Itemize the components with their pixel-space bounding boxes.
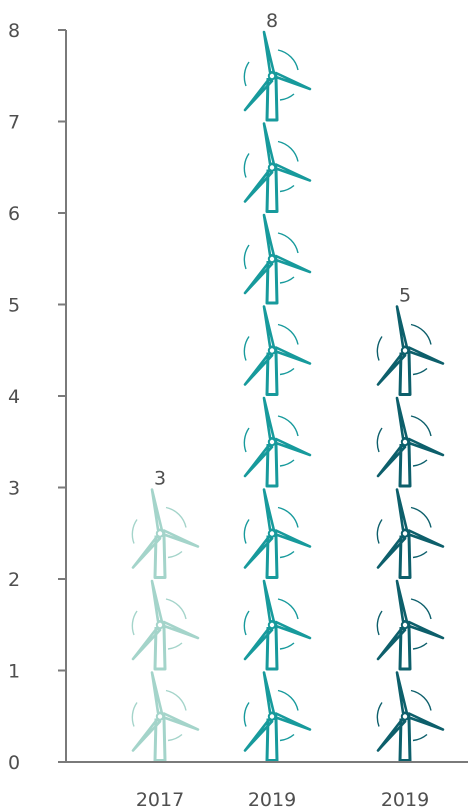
wind-turbine-icon bbox=[130, 579, 200, 671]
value-label: 8 bbox=[266, 10, 278, 32]
wind-turbine-icon bbox=[375, 671, 445, 762]
wind-turbine-icon bbox=[242, 579, 312, 671]
wind-turbine-icon bbox=[242, 396, 312, 488]
y-tick-label: 7 bbox=[8, 112, 20, 134]
y-tick-label: 1 bbox=[8, 661, 20, 683]
wind-turbine-icon bbox=[242, 671, 312, 762]
y-tick-label: 6 bbox=[8, 203, 20, 225]
wind-turbine-icon bbox=[242, 30, 312, 122]
value-label: 5 bbox=[399, 285, 411, 307]
y-tick-label: 8 bbox=[8, 20, 20, 42]
wind-turbine-icon bbox=[375, 579, 445, 671]
y-tick-label: 2 bbox=[8, 569, 20, 591]
value-labels: 3 8 5 bbox=[154, 10, 411, 490]
wind-turbine-icon bbox=[375, 488, 445, 579]
x-category-label: 2017 bbox=[136, 789, 184, 811]
turbine-columns bbox=[130, 30, 445, 762]
x-category-label: 2019 bbox=[248, 789, 296, 811]
y-tick-label: 5 bbox=[8, 295, 20, 317]
wind-turbine-icon bbox=[130, 488, 200, 579]
x-category-label: 2019 bbox=[381, 789, 429, 811]
y-tick-label: 4 bbox=[8, 386, 20, 408]
wind-turbine-icon bbox=[242, 213, 312, 305]
y-tick-label: 3 bbox=[8, 478, 20, 500]
y-axis-ticks: 0 1 2 3 4 5 6 7 8 bbox=[8, 20, 66, 774]
wind-turbine-icon bbox=[375, 305, 445, 396]
value-label: 3 bbox=[154, 468, 166, 490]
wind-turbine-icon bbox=[375, 396, 445, 488]
wind-turbine-icon bbox=[242, 488, 312, 579]
y-tick-label: 0 bbox=[8, 752, 20, 774]
category-labels: 2017 2019 2019 bbox=[136, 789, 429, 811]
wind-turbine-icon bbox=[130, 671, 200, 762]
wind-turbine-icon bbox=[242, 305, 312, 396]
wind-turbine-icon bbox=[242, 122, 312, 213]
